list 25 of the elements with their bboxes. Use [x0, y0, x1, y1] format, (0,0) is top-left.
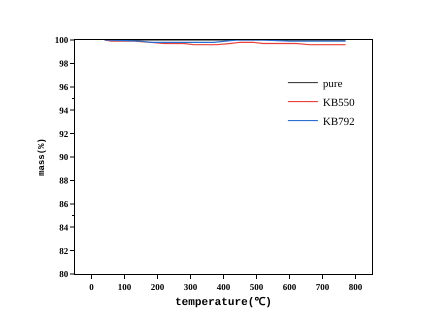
x-tick-label: 800	[348, 282, 363, 292]
y-tick-label: 92	[59, 128, 69, 139]
y-tick-label: 90	[59, 152, 69, 162]
legend-label: KB550	[322, 96, 356, 109]
x-tick-label: 100	[118, 282, 132, 292]
y-tick-label: 80	[59, 269, 69, 280]
y-tick-label: 88	[59, 176, 69, 186]
y-axis-title: mass(%)	[37, 138, 48, 176]
legend-label: KB792	[322, 116, 355, 128]
x-tick-label: 500	[250, 282, 264, 292]
x-tick-label: 0	[89, 282, 94, 292]
y-tick-label: 84	[59, 222, 69, 232]
x-tick-label: 700	[316, 282, 330, 292]
y-tick-label: 98	[59, 58, 69, 69]
x-tick-label: 300	[184, 282, 198, 292]
x-tick-label: 600	[282, 282, 297, 292]
x-tick-label: 200	[150, 282, 165, 292]
y-tick-label: 94	[59, 105, 69, 116]
y-tick-label: 100	[54, 35, 69, 46]
y-tick-label: 82	[59, 246, 69, 256]
x-tick-label: 400	[216, 282, 231, 292]
legend-label: pure	[322, 78, 343, 90]
x-axis-title: temperature(℃)	[175, 296, 272, 309]
y-tick-label: 96	[59, 82, 69, 92]
y-tick-label: 86	[59, 198, 69, 209]
